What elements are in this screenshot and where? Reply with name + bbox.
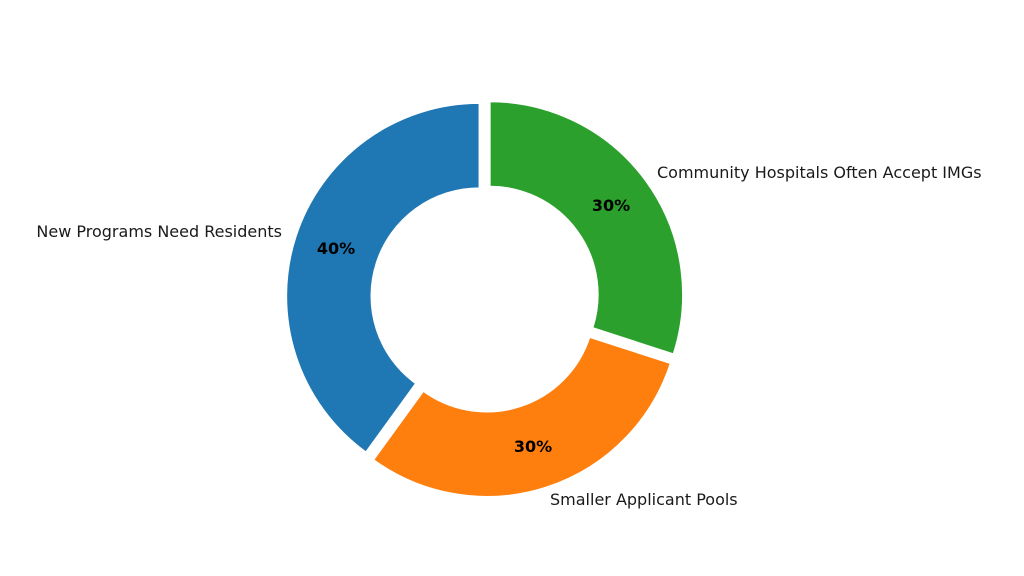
- pct-label-new-programs: 40%: [317, 239, 355, 258]
- category-label-new-programs: New Programs Need Residents: [36, 222, 282, 241]
- wedge-new-programs: [285, 102, 481, 454]
- pct-label-smaller-applicant-pools: 30%: [514, 437, 552, 456]
- category-label-smaller-applicant-pools: Smaller Applicant Pools: [550, 490, 738, 509]
- wedge-smaller-applicant-pools: [372, 336, 672, 498]
- pct-label-community-hospitals: 30%: [592, 196, 630, 215]
- wedge-community-hospitals: [489, 100, 684, 356]
- category-label-community-hospitals: Community Hospitals Often Accept IMGs: [657, 163, 982, 182]
